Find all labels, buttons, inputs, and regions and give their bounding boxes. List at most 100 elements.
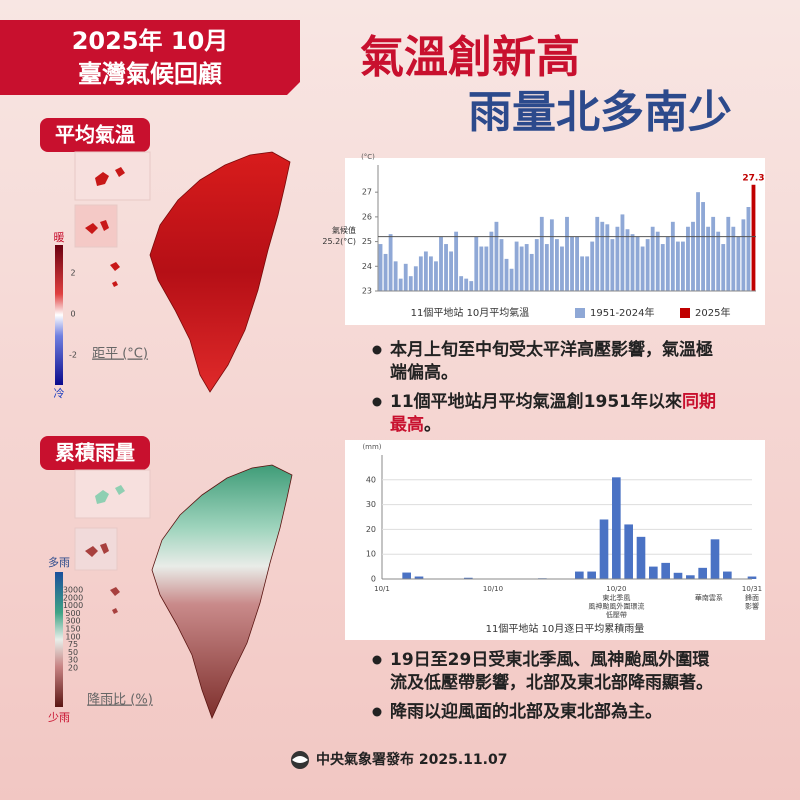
bar — [413, 266, 418, 291]
annotation: 鋒面 — [745, 593, 759, 602]
legend-tick-label: 75 — [68, 640, 78, 649]
bar — [636, 536, 646, 579]
legend-swatch — [680, 308, 690, 318]
bullet-text: 流及低壓帶影響，北部及東北部降雨顯著。 — [390, 672, 713, 693]
bar — [660, 244, 665, 291]
taiwan-map — [149, 151, 291, 393]
bar — [673, 572, 683, 579]
bar — [575, 236, 579, 291]
island — [85, 220, 109, 234]
colorbar — [55, 572, 63, 707]
bar — [549, 219, 554, 291]
y-tick-label: 27 — [362, 188, 372, 197]
bar — [479, 246, 484, 291]
x-tick-label: 10/1 — [374, 585, 390, 593]
y-tick-label: 24 — [362, 262, 372, 271]
bar — [494, 221, 499, 291]
legend-tick-label: -2 — [69, 351, 77, 360]
section-label: 累積雨量 — [55, 441, 135, 465]
y-tick-label: 20 — [366, 525, 376, 534]
x-axis-label: 11個平地站 10月平均氣溫 — [411, 306, 530, 319]
bar — [711, 216, 716, 291]
bar — [595, 216, 600, 291]
value-label: 27.3 — [742, 173, 764, 183]
legend-tick-label: 300 — [65, 617, 80, 626]
y-tick-label: 40 — [366, 475, 376, 484]
bar — [726, 216, 731, 291]
bullet-text: 11個平地站月平均氣溫創1951年以來同期 — [390, 391, 716, 412]
legend-tick-label: 100 — [65, 632, 80, 641]
x-tick-label: 10/20 — [606, 585, 626, 593]
header-box — [0, 20, 300, 95]
bar — [698, 567, 707, 579]
bar — [464, 278, 469, 291]
bar — [570, 236, 574, 291]
bar — [661, 562, 670, 579]
bar — [650, 226, 655, 291]
bar — [721, 244, 726, 291]
bar — [509, 268, 514, 291]
legend-tick-label: 50 — [68, 648, 78, 657]
y-tick-label: 23 — [362, 287, 372, 296]
x-axis-label: 11個平地站 10月逐日平均累積雨量 — [486, 622, 645, 635]
y-tick-label: 26 — [362, 212, 372, 221]
headline: 雨量北多南少 — [468, 87, 732, 138]
island — [95, 167, 125, 186]
bar — [519, 246, 524, 291]
bar — [701, 202, 705, 291]
bar — [398, 278, 403, 291]
bar — [610, 239, 615, 291]
bar — [539, 216, 544, 291]
bullet-text: 19日至29日受東北季風、風神颱風外圍環 — [390, 649, 710, 670]
headline: 氣溫創新高 — [360, 32, 580, 83]
legend-tick-label: 150 — [65, 625, 80, 634]
reference-label: 25.2(°C) — [322, 237, 356, 246]
y-tick-label: 0 — [371, 575, 376, 584]
y-tick-label: 30 — [366, 500, 376, 509]
bar — [393, 261, 398, 291]
bar — [670, 221, 675, 291]
bar — [534, 239, 539, 291]
bar — [706, 226, 711, 291]
bar — [624, 524, 633, 579]
bar — [681, 241, 685, 291]
bar — [524, 244, 529, 291]
section-label-box — [40, 436, 150, 470]
bar — [403, 263, 408, 291]
y-tick-label: 10 — [366, 550, 376, 559]
legend-unit: 降雨比 (%) — [87, 693, 153, 708]
island — [95, 485, 125, 504]
bar — [434, 261, 438, 291]
legend-top: 暖 — [54, 231, 65, 244]
bar — [731, 226, 736, 291]
header-date: 2025年 10月 — [72, 27, 229, 55]
bar — [736, 236, 741, 291]
bar — [649, 566, 658, 579]
bar — [580, 256, 585, 291]
reference-label: 氣候值 — [332, 225, 356, 235]
annotation: 影響 — [745, 602, 759, 611]
bar — [429, 256, 433, 291]
annotation: 低壓帶 — [606, 610, 627, 619]
bar — [600, 221, 605, 291]
bar — [710, 539, 720, 579]
legend-tick-label: 500 — [65, 609, 80, 618]
logo — [292, 756, 308, 763]
bar — [716, 231, 721, 291]
header-title: 臺灣氣候回顧 — [78, 60, 222, 88]
chart-panel — [345, 158, 765, 325]
bar — [587, 571, 596, 579]
island — [110, 587, 120, 614]
legend-bottom: 少雨 — [48, 711, 70, 724]
bar — [555, 239, 559, 291]
bar — [388, 234, 393, 291]
island — [110, 262, 120, 287]
bullet-dot — [372, 655, 382, 665]
bullet-dot — [372, 707, 382, 717]
legend-tick-label: 1000 — [63, 601, 83, 610]
bar — [449, 251, 453, 291]
bar — [459, 276, 464, 291]
bullet-dot — [372, 397, 382, 407]
x-tick-label: 10/31 — [742, 585, 762, 593]
